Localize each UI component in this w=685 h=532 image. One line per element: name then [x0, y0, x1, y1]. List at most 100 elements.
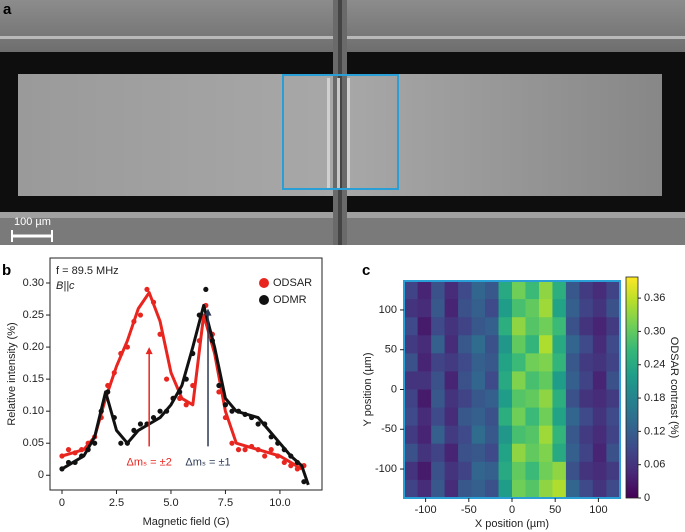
heatmap-cell — [471, 479, 486, 499]
heatmap-cell — [444, 299, 459, 318]
heatmap-cell — [458, 335, 473, 354]
heatmap-cell — [606, 281, 621, 300]
heatmap-cell — [444, 479, 459, 499]
y-tick-label: -50 — [381, 423, 397, 435]
heatmap-cell — [538, 335, 553, 354]
colorbar-tick-label: 0.06 — [644, 459, 665, 471]
heatmap-cell — [538, 461, 553, 481]
heatmap-cell — [431, 317, 446, 336]
data-point — [222, 402, 229, 408]
heatmap-cell — [606, 443, 621, 463]
heatmap-cell — [512, 461, 526, 481]
data-point — [157, 408, 163, 414]
heatmap-cell — [512, 371, 526, 390]
y-tick-label: 0.15 — [23, 373, 44, 385]
heatmap-cell — [431, 335, 446, 354]
fit-line — [61, 303, 310, 486]
heatmap-cell — [579, 299, 594, 318]
heatmap-cell — [458, 317, 473, 336]
heatmap-cell — [444, 281, 459, 300]
heatmap-cell — [538, 479, 553, 499]
heatmap-cell — [444, 353, 459, 372]
heatmap-cell — [525, 443, 540, 463]
heatmap-cell — [444, 335, 459, 354]
heatmap-cell — [552, 443, 567, 463]
y-axis-label: Y position (µm) — [362, 353, 374, 427]
heatmap-cell — [606, 461, 621, 481]
heatmap-cell — [565, 317, 580, 336]
heatmap-cell — [552, 335, 567, 354]
heatmap-cell — [444, 317, 459, 336]
x-axis-label: X position (µm) — [475, 518, 549, 530]
heatmap-cell — [404, 317, 419, 336]
heatmap-cell — [552, 479, 567, 499]
panel-label: c — [362, 262, 370, 279]
heatmap-cell — [431, 461, 446, 481]
heatmap-cell — [592, 335, 607, 354]
heatmap-cell — [552, 353, 567, 372]
colorbar — [625, 276, 639, 499]
heatmap-cell — [565, 335, 580, 354]
data-point — [281, 459, 287, 466]
heatmap-cell — [417, 461, 432, 481]
colorbar-tick-label: 0.18 — [644, 392, 665, 404]
heatmap-cell — [458, 425, 473, 445]
heatmap-cell — [565, 425, 580, 445]
heatmap-cell — [565, 461, 580, 481]
data-point — [137, 312, 144, 318]
heatmap-cell — [471, 443, 486, 463]
heatmap-cell — [552, 299, 567, 318]
y-tick-label: 0.20 — [23, 341, 44, 353]
heatmap-cell — [444, 443, 459, 463]
heatmap-cell — [471, 317, 486, 336]
heatmap-cell — [471, 407, 486, 427]
heatmap-cell — [485, 299, 500, 318]
heatmap-cell — [417, 317, 432, 336]
colorbar-tick-label: 0.36 — [644, 292, 665, 304]
heatmap-cell — [404, 371, 419, 390]
heatmap-cell — [606, 425, 621, 445]
heatmap-cell — [606, 317, 621, 336]
heatmap-cell — [565, 299, 580, 318]
heatmap-cell — [565, 371, 580, 390]
heatmap-cell — [417, 299, 432, 318]
heatmap-cell — [444, 371, 459, 390]
heatmap-cell — [417, 425, 432, 445]
heatmap-cell — [538, 317, 553, 336]
y-tick-label: 100 — [379, 304, 397, 316]
heatmap-cell — [498, 425, 513, 445]
data-point — [183, 402, 189, 408]
heatmap-cell — [444, 461, 459, 481]
y-tick-label: 0.10 — [23, 405, 44, 417]
heatmap-cell — [525, 389, 540, 409]
heatmap-cell — [592, 389, 607, 409]
heatmap-cell — [592, 443, 607, 463]
heatmap-cell — [431, 389, 446, 409]
heatmap-cell — [565, 443, 580, 463]
data-point — [235, 447, 242, 453]
heatmap-cell — [431, 425, 446, 445]
heatmap-cell — [606, 389, 621, 409]
colorbar-tick-label: 0.12 — [644, 425, 665, 437]
note: B||c — [56, 280, 75, 292]
heatmap-cell — [565, 389, 580, 409]
heatmap-cell — [404, 335, 419, 354]
heatmap-cell — [512, 353, 526, 372]
heatmap-cell — [606, 353, 621, 372]
legend-marker — [259, 295, 269, 305]
heatmap-cell — [498, 317, 513, 336]
heatmap-cell — [417, 443, 432, 463]
data-point — [137, 421, 144, 427]
arrow-head — [204, 308, 212, 316]
heatmap-cell — [458, 443, 473, 463]
x-tick-label: -50 — [461, 504, 477, 516]
data-point — [268, 447, 274, 453]
heatmap-cell — [592, 317, 607, 336]
data-point — [203, 286, 209, 293]
heatmap-cell — [458, 281, 473, 300]
heatmap-cell — [565, 407, 580, 427]
heatmap-cell — [431, 479, 446, 499]
scale-bar-label: 100 µm — [14, 216, 51, 228]
heatmap-cell — [404, 299, 419, 318]
